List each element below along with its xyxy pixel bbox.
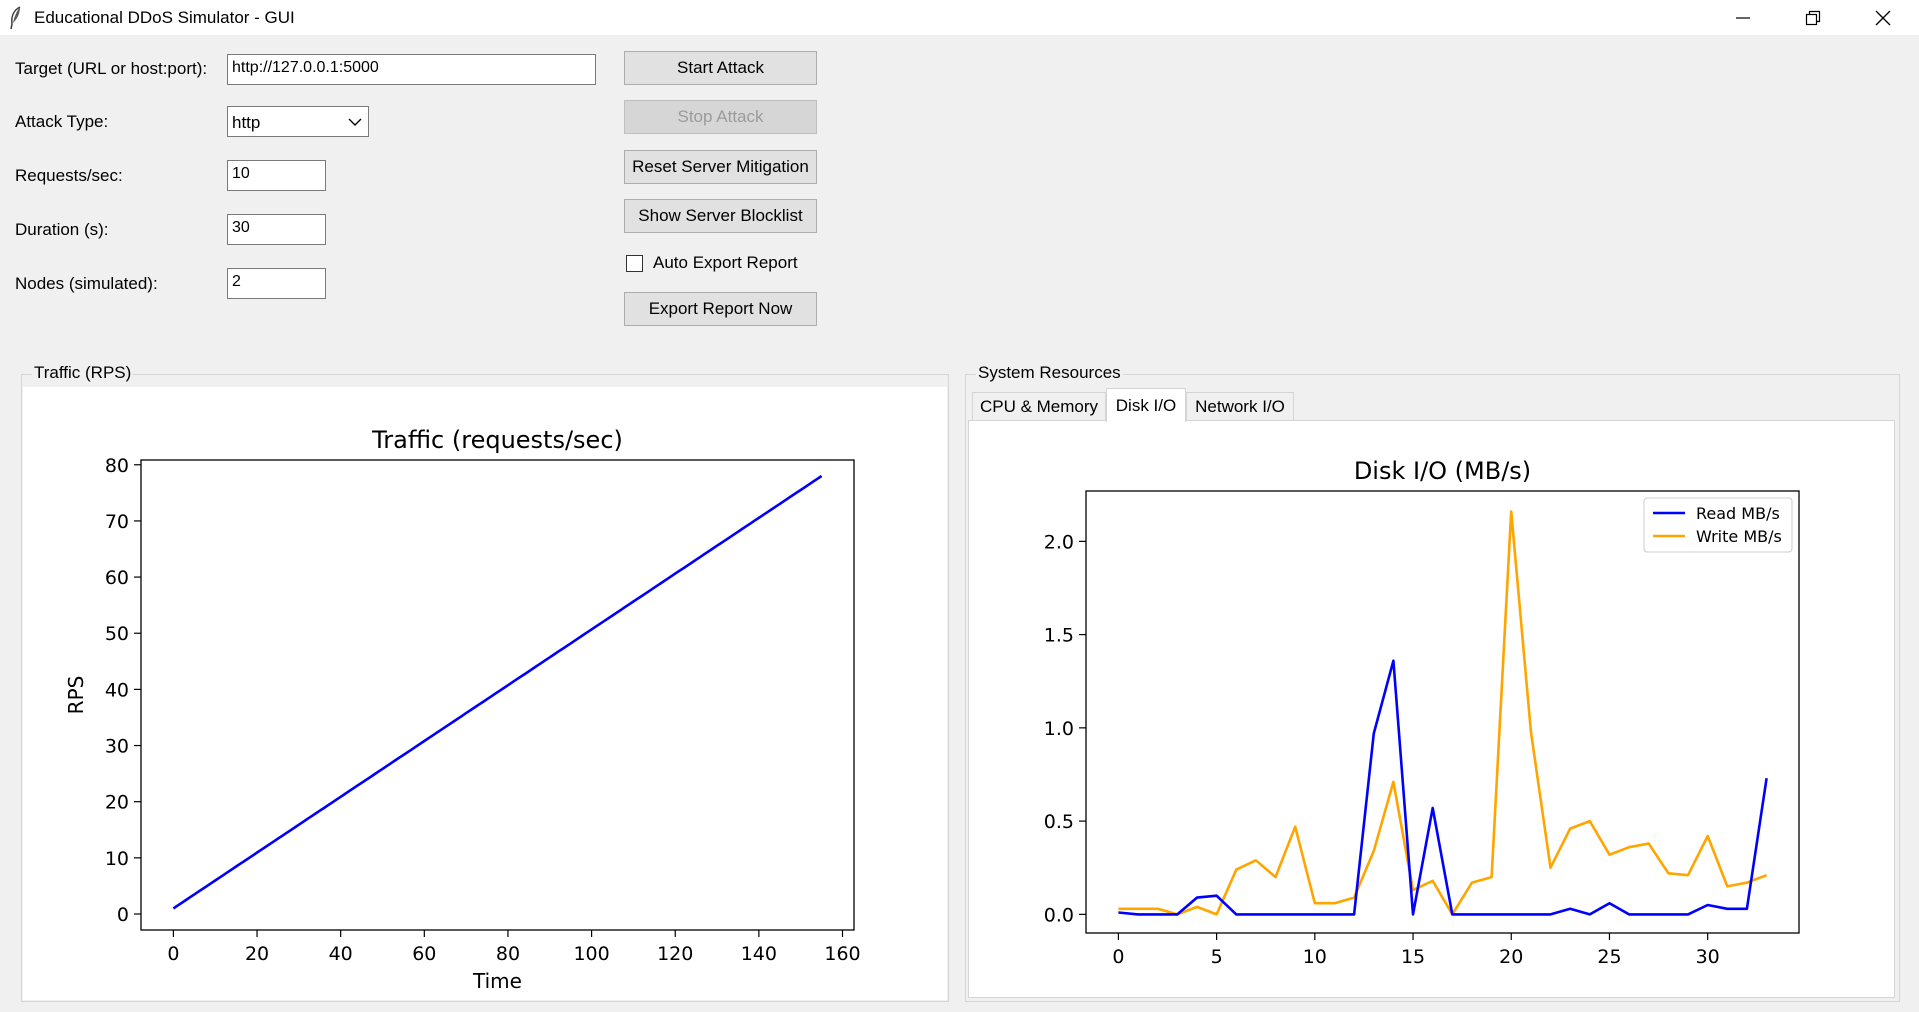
auto-export-label: Auto Export Report	[653, 253, 798, 272]
y-tick-label: 1.5	[1044, 625, 1074, 647]
close-button[interactable]	[1848, 0, 1918, 35]
traffic-plot-panel: Traffic (requests/sec) 0 20 40 60 80 100 120 140…	[23, 387, 947, 1000]
rps-label: Requests/sec:	[15, 166, 123, 185]
y-tick-label: 10	[105, 848, 129, 870]
attack-type-label: Attack Type:	[15, 112, 109, 131]
y-tick-label: 70	[105, 511, 129, 533]
x-tick-label: 80	[496, 943, 520, 965]
x-axis-label: Time	[472, 969, 522, 993]
traffic-group-title: Traffic (RPS)	[32, 363, 134, 383]
legend-read-label: Read MB/s	[1696, 504, 1780, 523]
target-label: Target (URL or host:port):	[15, 59, 208, 78]
read-series-line	[1118, 659, 1768, 916]
nodes-input[interactable]: 2	[227, 268, 326, 299]
y-tick-label: 60	[105, 567, 129, 589]
x-tick-label: 100	[573, 943, 609, 965]
y-tick-label: 0.0	[1044, 904, 1074, 926]
x-tick-label: 140	[741, 943, 777, 965]
tab-network-io[interactable]: Network I/O	[1186, 392, 1294, 420]
x-tick-label: 60	[412, 943, 436, 965]
x-tick-label: 25	[1597, 946, 1621, 968]
y-tick-label: 40	[105, 679, 129, 701]
reset-mitigation-button[interactable]: Reset Server Mitigation	[624, 150, 817, 184]
y-tick-label: 20	[105, 792, 129, 814]
y-tick-label: 0	[117, 904, 129, 926]
y-tick-label: 80	[105, 455, 129, 477]
export-report-button[interactable]: Export Report Now	[624, 292, 817, 326]
chart-legend: Read MB/s Write MB/s	[1643, 497, 1793, 553]
chart-title: Disk I/O (MB/s)	[1354, 457, 1531, 485]
traffic-series-line	[172, 474, 823, 910]
x-tick-label: 20	[245, 943, 269, 965]
x-tick-label: 30	[1696, 946, 1720, 968]
disk-io-tab-panel: Disk I/O (MB/s) 0 5 10 15 20 25 30 0.0 0.5 1.0 1.5 2…	[968, 420, 1895, 998]
x-tick-label: 5	[1211, 946, 1223, 968]
attack-type-value: http	[232, 113, 261, 132]
x-tick-label: 10	[1303, 946, 1327, 968]
minimize-icon	[1736, 16, 1750, 19]
auto-export-checkbox[interactable]	[626, 254, 643, 272]
legend-write-label: Write MB/s	[1696, 527, 1782, 546]
title-bar: Educational DDoS Simulator - GUI	[0, 0, 1919, 35]
traffic-chart: Traffic (requests/sec)0 20 40 60 80 100 120 140…	[64, 426, 861, 993]
y-tick-label: 50	[105, 623, 129, 645]
y-tick-label: 2.0	[1044, 531, 1074, 553]
chevron-down-icon	[348, 118, 362, 126]
restore-icon	[1805, 10, 1821, 25]
duration-input[interactable]: 30	[227, 214, 326, 245]
x-tick-label: 0	[1112, 946, 1124, 968]
show-blocklist-button[interactable]: Show Server Blocklist	[624, 199, 817, 233]
x-tick-label: 15	[1401, 946, 1425, 968]
plot-frame	[1085, 490, 1800, 934]
target-input[interactable]: http://127.0.0.1:5000	[227, 54, 596, 85]
resources-group-title: System Resources	[976, 363, 1123, 383]
tab-cpu-memory[interactable]: CPU & Memory	[972, 392, 1106, 420]
x-tick-label: 20	[1499, 946, 1523, 968]
window-title: Educational DDoS Simulator - GUI	[34, 7, 295, 27]
close-icon	[1875, 10, 1891, 25]
minimize-button[interactable]	[1708, 0, 1778, 35]
attack-type-select[interactable]: http	[227, 106, 369, 137]
auto-export-row[interactable]: Auto Export Report	[626, 253, 798, 273]
stop-attack-button[interactable]: Stop Attack	[624, 100, 817, 134]
duration-label: Duration (s):	[15, 220, 109, 239]
chart-title: Traffic (requests/sec)	[371, 426, 623, 454]
disk-io-chart: Disk I/O (MB/s) 0 5 10 15 20 25 30 0.0 0.5 1.0 1.5 2…	[1044, 457, 1800, 968]
tab-disk-io[interactable]: Disk I/O	[1106, 388, 1186, 422]
feather-icon	[10, 5, 21, 29]
nodes-label: Nodes (simulated):	[15, 274, 158, 293]
x-tick-label: 120	[657, 943, 693, 965]
legend-box	[1643, 497, 1793, 553]
traffic-group	[21, 374, 949, 1002]
write-series-line	[1118, 510, 1768, 916]
start-attack-button[interactable]: Start Attack	[624, 51, 817, 85]
y-axis-label: RPS	[64, 676, 88, 715]
rps-input[interactable]: 10	[227, 160, 326, 191]
x-tick-label: 40	[329, 943, 353, 965]
x-tick-label: 0	[167, 943, 179, 965]
y-tick-label: 1.0	[1044, 718, 1074, 740]
y-tick-label: 30	[105, 736, 129, 758]
x-tick-label: 160	[824, 943, 860, 965]
restore-button[interactable]	[1778, 0, 1848, 35]
resources-group	[965, 374, 1900, 1002]
plot-frame	[140, 459, 855, 931]
y-tick-label: 0.5	[1044, 811, 1074, 833]
